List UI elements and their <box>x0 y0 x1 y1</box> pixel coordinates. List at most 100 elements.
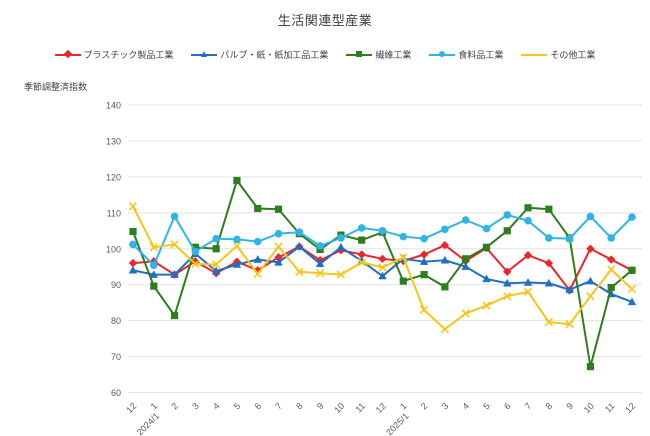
data-point-marker <box>503 211 512 219</box>
data-point-marker <box>316 242 324 250</box>
data-point-marker <box>170 311 179 320</box>
data-point-marker <box>274 253 283 262</box>
data-point-marker <box>419 257 429 265</box>
data-point-marker <box>523 287 533 297</box>
y-tick-label: 80 <box>111 316 121 326</box>
legend-swatch-icon <box>54 49 81 60</box>
x-tick-label: 12 <box>124 401 138 415</box>
data-point-marker <box>420 271 428 279</box>
data-point-marker <box>399 277 407 285</box>
x-tick-label: 6 <box>502 401 513 412</box>
x-tick-sublabel: 2024/1 <box>135 411 162 436</box>
legend-item[interactable]: プラスチック製品工業 <box>54 48 173 61</box>
data-point-marker <box>274 229 283 238</box>
data-point-marker <box>544 258 554 268</box>
legend-label: その他工業 <box>550 50 596 60</box>
data-point-marker <box>170 270 179 278</box>
data-point-marker <box>191 243 199 251</box>
data-point-marker <box>523 278 533 286</box>
data-point-marker <box>128 202 138 211</box>
series-circle <box>129 211 636 270</box>
data-point-marker <box>482 301 491 310</box>
x-tick-label: 6 <box>253 401 264 412</box>
data-point-marker <box>462 255 470 263</box>
data-point-marker <box>503 267 512 276</box>
legend-item[interactable]: パルプ・紙・紙加工品工業 <box>191 48 328 61</box>
chart-legend: プラスチック製品工業 パルプ・紙・紙加工品工業 繊維工業 食料品工業 その他工業 <box>0 48 650 61</box>
x-tick-label: 7 <box>523 401 534 412</box>
y-tick-label: 60 <box>111 388 121 398</box>
data-point-marker <box>128 258 138 268</box>
series-x <box>128 202 637 334</box>
data-point-marker <box>357 250 366 259</box>
data-point-marker <box>441 225 449 234</box>
x-tick-label: 1 <box>149 401 160 412</box>
y-axis-caption: 季節調整済指数 <box>24 82 88 92</box>
x-tick-label: 2 <box>169 401 180 412</box>
x-tick-label: 3 <box>440 401 451 412</box>
data-point-marker <box>212 234 220 243</box>
data-point-marker <box>378 226 387 235</box>
x-tick-sublabel: 2025/1 <box>384 411 411 436</box>
legend-item[interactable]: 食料品工業 <box>429 48 503 61</box>
data-point-marker <box>544 317 553 327</box>
data-point-marker <box>545 234 553 242</box>
data-point-marker <box>607 265 616 274</box>
data-point-marker <box>149 243 158 252</box>
legend-item[interactable]: 繊維工業 <box>346 48 411 61</box>
data-point-marker <box>628 266 636 274</box>
x-tick-label: 11 <box>353 401 367 415</box>
data-point-marker <box>461 216 470 224</box>
data-point-marker <box>254 204 262 213</box>
data-point-marker <box>607 283 615 292</box>
data-point-marker <box>482 274 491 283</box>
data-point-marker <box>232 241 242 251</box>
data-point-marker <box>274 258 283 266</box>
data-point-marker <box>419 305 429 315</box>
data-point-marker <box>212 260 221 269</box>
data-point-marker <box>565 285 574 293</box>
data-point-marker <box>586 244 595 253</box>
x-tick-label: 9 <box>564 401 575 412</box>
data-point-marker <box>378 263 387 272</box>
y-tick-label: 70 <box>111 352 121 362</box>
legend-item[interactable]: その他工業 <box>521 48 595 61</box>
data-point-marker <box>357 224 366 232</box>
data-point-marker <box>419 250 429 259</box>
data-point-marker <box>440 240 450 250</box>
data-point-marker <box>295 228 304 237</box>
x-tick-label: 8 <box>544 401 555 412</box>
data-point-marker <box>295 267 304 276</box>
series-triangle <box>128 242 637 306</box>
x-tick-label: 4 <box>211 401 222 412</box>
data-point-marker <box>378 271 387 280</box>
data-point-marker <box>586 276 595 285</box>
x-tick-label: 5 <box>481 401 492 412</box>
data-point-marker <box>586 363 595 371</box>
y-tick-label: 120 <box>106 172 121 182</box>
data-point-marker <box>212 245 220 253</box>
data-point-marker <box>149 270 158 278</box>
data-point-marker <box>233 235 241 244</box>
data-point-marker <box>607 234 616 242</box>
legend-label: 食料品工業 <box>458 50 504 60</box>
data-point-marker <box>191 247 200 256</box>
y-tick-label: 90 <box>111 280 121 290</box>
data-point-marker <box>544 278 554 287</box>
data-point-marker <box>129 227 137 236</box>
x-tick-label: 12 <box>623 401 637 415</box>
x-tick-label: 2 <box>419 401 430 412</box>
y-tick-label: 100 <box>106 244 121 254</box>
data-point-marker <box>170 240 179 249</box>
data-point-marker <box>482 243 491 251</box>
data-point-marker <box>211 266 221 275</box>
data-point-marker <box>274 242 283 251</box>
data-point-marker <box>128 265 138 274</box>
data-point-marker <box>358 236 366 244</box>
data-point-marker <box>628 213 636 221</box>
data-point-marker <box>420 234 428 243</box>
data-point-marker <box>524 204 532 212</box>
data-point-marker <box>503 292 512 301</box>
data-point-marker <box>461 262 470 270</box>
data-point-marker <box>253 269 262 279</box>
